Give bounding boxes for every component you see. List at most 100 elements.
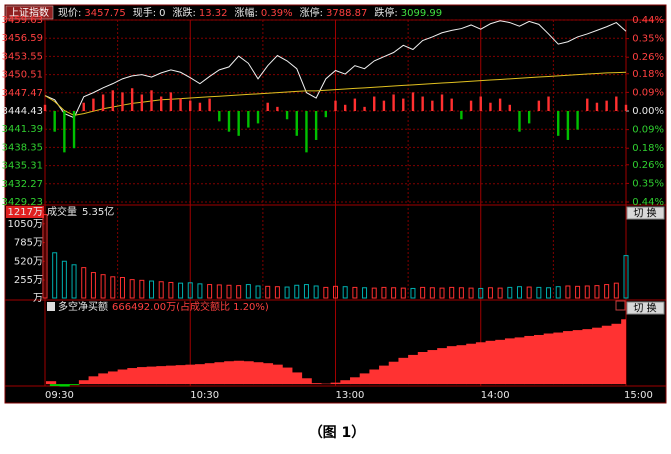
volume-bar — [178, 282, 184, 299]
y-tick-label: 785万 — [14, 238, 43, 249]
strength-bar — [595, 102, 599, 111]
quote-label: 涨停: — [300, 6, 323, 19]
volume-bar — [236, 285, 242, 299]
net-buy-bar — [156, 366, 167, 385]
strength-bar — [160, 96, 163, 111]
quote-label: 现手: — [133, 6, 156, 19]
net-buy-bar — [514, 337, 525, 385]
y-tick-label: 1217万 — [8, 207, 43, 218]
strength-bar — [140, 94, 144, 111]
strength-bar — [431, 100, 434, 111]
strength-bar — [605, 100, 608, 111]
switch-button[interactable] — [626, 206, 665, 220]
y-tick-label: 255万 — [14, 275, 43, 286]
net-buy-bar — [350, 377, 361, 385]
volume-bar — [497, 287, 503, 299]
volume-bar — [555, 286, 561, 299]
strength-bar — [208, 98, 211, 111]
strength-bar — [479, 96, 482, 111]
net-buy-bar — [195, 364, 206, 385]
volume-bar — [584, 285, 590, 299]
quote-value: 3457.75 — [84, 8, 125, 19]
strength-bar — [566, 111, 570, 140]
strength-bar — [295, 111, 298, 136]
strength-bar — [402, 98, 405, 111]
strength-bar — [92, 98, 95, 111]
net-buy-bar — [485, 340, 496, 385]
volume-bar — [546, 287, 552, 299]
strength-bar — [557, 111, 560, 136]
net-buy-bar — [107, 371, 119, 385]
net-buy-bar — [214, 362, 225, 385]
switch-button-label[interactable]: 切 换 — [633, 207, 656, 220]
strength-bar — [276, 106, 279, 111]
volume-bar — [371, 287, 377, 299]
net-buy-bar — [311, 383, 322, 385]
volume-bar — [207, 284, 213, 299]
y2-tick-label: 0.44% — [632, 15, 664, 26]
net-buy-bar — [301, 378, 312, 385]
volume-bar — [61, 260, 67, 299]
strength-bar — [469, 100, 473, 111]
volume-bar — [391, 287, 397, 299]
quote-value: 13.32 — [199, 8, 228, 19]
net-buy-bar — [408, 354, 419, 385]
y-tick-label: 3432.27 — [2, 179, 43, 190]
y-tick-label: 3453.55 — [2, 51, 43, 62]
volume-bar — [245, 284, 251, 299]
net-buy-bar — [369, 369, 380, 385]
net-buy-bar — [166, 365, 177, 385]
net-buy-bar — [59, 384, 70, 387]
net-buy-bar — [572, 330, 583, 385]
net-buy-bar — [46, 381, 57, 385]
volume-bar — [42, 214, 48, 299]
net-buy-bar — [204, 363, 215, 385]
volume-bar — [129, 279, 135, 299]
quote-value: 3788.87 — [326, 8, 367, 19]
volume-bar — [81, 267, 87, 299]
strength-bar — [343, 104, 347, 111]
switch-button[interactable] — [626, 301, 665, 315]
y-tick-label: 1050万 — [8, 219, 43, 230]
volume-bar — [516, 286, 522, 299]
net-buy-bar — [504, 338, 516, 385]
y2-tick-label: 0.35% — [632, 178, 664, 189]
volume-bar — [274, 286, 280, 299]
strength-bar — [63, 111, 66, 153]
volume-bar — [216, 284, 222, 299]
x-tick-label: 13:00 — [336, 390, 365, 401]
x-tick-label: 15:00 — [624, 390, 653, 401]
strength-bar — [508, 104, 511, 111]
strength-bar — [266, 102, 269, 111]
y-tick-label: 3450.51 — [2, 70, 43, 81]
strength-bar — [169, 92, 173, 111]
x-tick-label: 09:30 — [45, 390, 74, 401]
net-buy-bar — [117, 369, 128, 385]
net-buy-bar — [224, 361, 235, 385]
net-buy-bar — [466, 343, 477, 385]
strength-bar — [305, 111, 308, 153]
strength-bar — [256, 111, 260, 124]
quote-line: 现价: 3457.75 现手: 0 涨跌: 13.32 涨幅: 0.39% 涨停: 3788.87… — [58, 6, 442, 19]
volume-bar — [536, 286, 542, 299]
switch-button-label[interactable]: 切 换 — [633, 302, 656, 315]
net-buy-bar — [379, 365, 390, 385]
net-buy-bar — [330, 382, 341, 385]
y-tick-label: 万 — [33, 293, 43, 304]
y2-tick-label: 0.09% — [632, 87, 664, 98]
x-tick-label: 14:00 — [481, 390, 510, 401]
quote-label: 现价: — [58, 7, 81, 19]
strength-bar — [72, 111, 76, 149]
volume-bar — [613, 282, 619, 299]
strength-bar — [111, 90, 114, 111]
volume-bar — [333, 285, 338, 299]
net-buy-bar — [185, 364, 196, 385]
strength-bar — [334, 100, 337, 111]
y-tick-label: 3438.35 — [2, 142, 43, 153]
net-buy-bar — [291, 372, 303, 385]
net-buy-bar — [98, 373, 109, 385]
y2-tick-label: 0.35% — [632, 34, 664, 45]
volume-bar — [303, 284, 309, 299]
net-buy-bar — [437, 348, 448, 385]
